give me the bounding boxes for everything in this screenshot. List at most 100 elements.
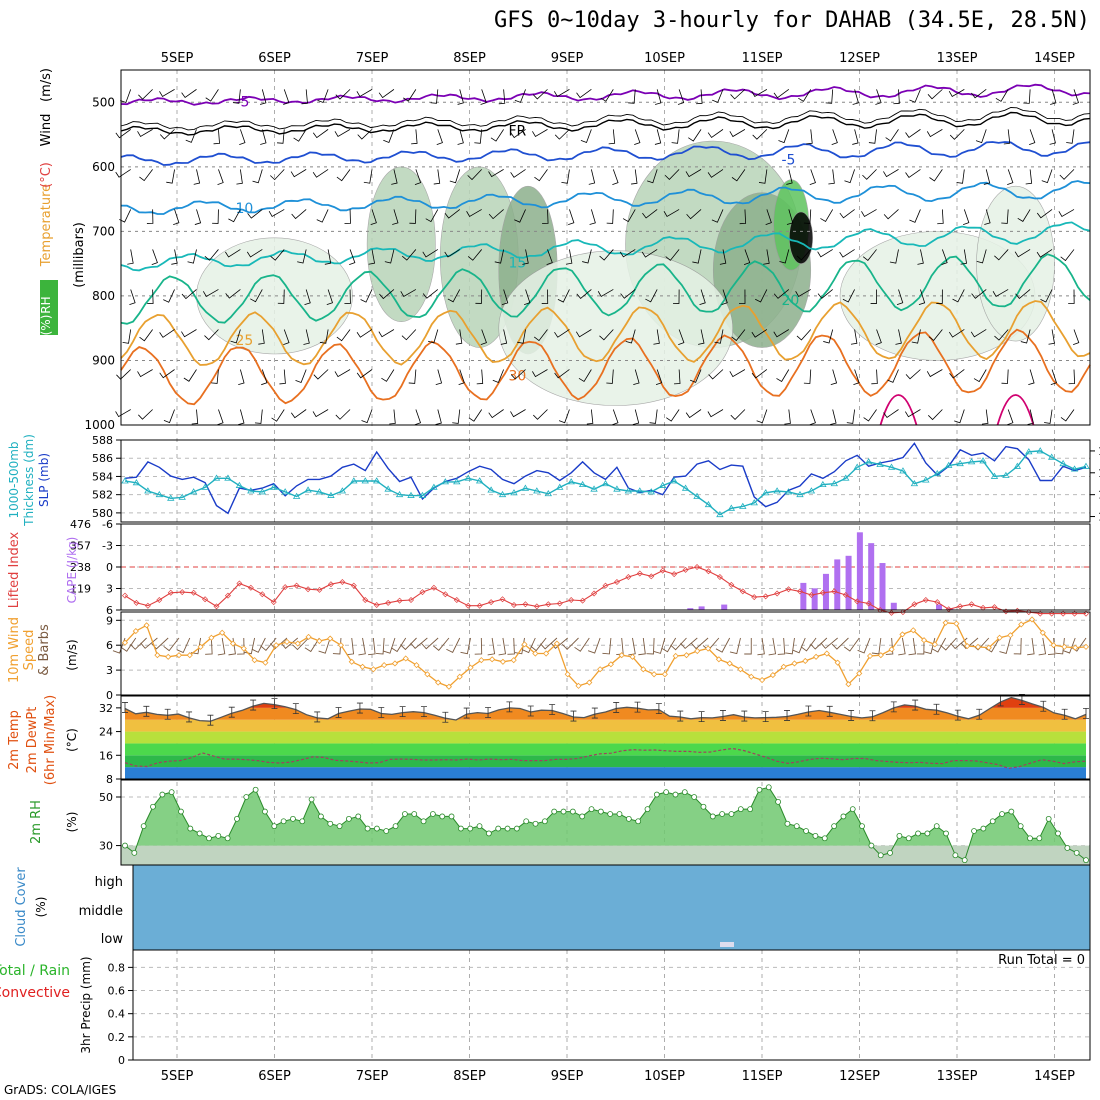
wind-barb bbox=[1014, 249, 1031, 258]
slp-frame bbox=[120, 439, 1091, 523]
bottom-day-label: 9SEP bbox=[551, 1069, 584, 1084]
li-marker bbox=[785, 586, 792, 593]
li-marker bbox=[430, 584, 437, 591]
wind-barb bbox=[1007, 169, 1014, 185]
thickness-marker bbox=[990, 472, 999, 479]
wind-barb bbox=[191, 409, 199, 425]
wind-barb bbox=[773, 89, 790, 99]
axis-label: (%) bbox=[39, 315, 53, 336]
rh-marker bbox=[831, 823, 837, 830]
wind-barb-10m bbox=[498, 637, 507, 656]
temp-range-bar bbox=[848, 710, 855, 721]
temperature-panel: 8 16 24 32 bbox=[99, 694, 1089, 786]
pressure-label: 900 bbox=[92, 353, 115, 367]
wind-barb bbox=[758, 169, 768, 184]
wind-speed-marker bbox=[823, 650, 830, 657]
temp-range-bar bbox=[228, 706, 235, 718]
li-marker bbox=[453, 596, 460, 603]
thickness-marker bbox=[945, 461, 953, 468]
li-marker bbox=[591, 590, 598, 597]
rh-marker bbox=[131, 849, 138, 856]
cloud-level-label: high bbox=[95, 875, 123, 890]
axis-label: Thickness (dm) bbox=[22, 434, 36, 527]
rh-marker bbox=[122, 842, 128, 849]
temp-line bbox=[124, 696, 1087, 722]
y-tick-label: 32 bbox=[99, 702, 113, 715]
wind-speed-marker bbox=[1050, 642, 1057, 649]
temp-range-bar bbox=[356, 702, 363, 714]
wind-barb bbox=[632, 409, 640, 425]
wind-barb bbox=[755, 289, 768, 303]
wind-barb bbox=[628, 89, 636, 104]
bottom-day-label: 12SEP bbox=[839, 1069, 880, 1084]
wind-barb bbox=[576, 289, 592, 300]
wind-speed-marker bbox=[910, 627, 917, 634]
thickness-marker bbox=[407, 491, 415, 498]
y-tick-label: 0.2 bbox=[108, 1031, 126, 1044]
wind-speed-marker bbox=[899, 631, 906, 638]
temp-range-bar bbox=[805, 705, 812, 717]
wind-barb-10m bbox=[561, 637, 579, 650]
li-marker bbox=[213, 603, 220, 610]
temp-range-bar bbox=[1040, 700, 1047, 712]
wind-barb bbox=[204, 249, 219, 261]
li-marker bbox=[1060, 610, 1067, 617]
wind-barb bbox=[664, 169, 680, 180]
wind-barb bbox=[1036, 209, 1053, 219]
rh-marker bbox=[849, 806, 856, 813]
wind-barb bbox=[948, 89, 965, 97]
wind-barb bbox=[692, 249, 702, 264]
rh-marker bbox=[560, 808, 567, 815]
cape-bar bbox=[721, 604, 728, 610]
isotherm-label: FR bbox=[509, 123, 527, 139]
wind-speed-marker bbox=[920, 637, 928, 644]
wind-barb bbox=[400, 289, 417, 298]
wind-barb bbox=[588, 169, 596, 185]
wind-barb bbox=[798, 89, 812, 102]
wind-barb bbox=[334, 369, 351, 378]
li-marker bbox=[751, 594, 758, 601]
bottom-day-label: 11SEP bbox=[742, 1069, 783, 1084]
wind-barb bbox=[139, 169, 153, 182]
rh-marker bbox=[672, 791, 679, 798]
wind-speed-marker bbox=[424, 671, 431, 678]
thickness-marker bbox=[556, 483, 564, 490]
cape-bar bbox=[936, 604, 943, 610]
wind-barb bbox=[599, 329, 614, 341]
wind-speed-marker bbox=[651, 671, 658, 678]
wind-barb-10m bbox=[1062, 637, 1076, 654]
wind-barb bbox=[283, 329, 290, 346]
rh-marker bbox=[635, 818, 642, 825]
wind-barb-10m bbox=[376, 637, 385, 655]
li-marker bbox=[1025, 609, 1032, 616]
wind-barb bbox=[561, 169, 570, 184]
rh-marker bbox=[383, 828, 390, 834]
bottom-day-label: 6SEP bbox=[258, 1069, 291, 1084]
wind-barb bbox=[488, 409, 504, 419]
wind-barb bbox=[449, 169, 461, 184]
axis-label: & Barbs bbox=[37, 624, 52, 676]
wind-barb-10m bbox=[237, 637, 245, 655]
wind-barb bbox=[948, 329, 965, 338]
wind-barb bbox=[522, 249, 529, 265]
cape-bar bbox=[879, 563, 886, 610]
wind-speed-marker bbox=[1028, 616, 1036, 623]
top-day-label: 14SEP bbox=[1034, 51, 1075, 66]
wind-barb bbox=[268, 209, 285, 217]
wind-barb bbox=[211, 369, 219, 384]
wind-barb bbox=[349, 249, 356, 266]
wind-barb bbox=[498, 89, 506, 105]
wind-barb bbox=[862, 249, 877, 261]
wind-speed-marker bbox=[942, 619, 949, 626]
wind-barb bbox=[889, 249, 899, 264]
temp-range-bar bbox=[207, 714, 214, 726]
wind-speed-marker bbox=[1039, 629, 1046, 636]
wind-barb bbox=[1049, 129, 1056, 145]
thickness-line bbox=[124, 450, 1087, 516]
wind-speed-marker bbox=[1007, 632, 1014, 639]
wind-barb bbox=[665, 249, 680, 261]
li-marker bbox=[819, 589, 826, 596]
wind-barb-10m bbox=[715, 637, 731, 653]
wind-barb bbox=[115, 169, 131, 178]
wind-barb bbox=[1040, 289, 1053, 303]
